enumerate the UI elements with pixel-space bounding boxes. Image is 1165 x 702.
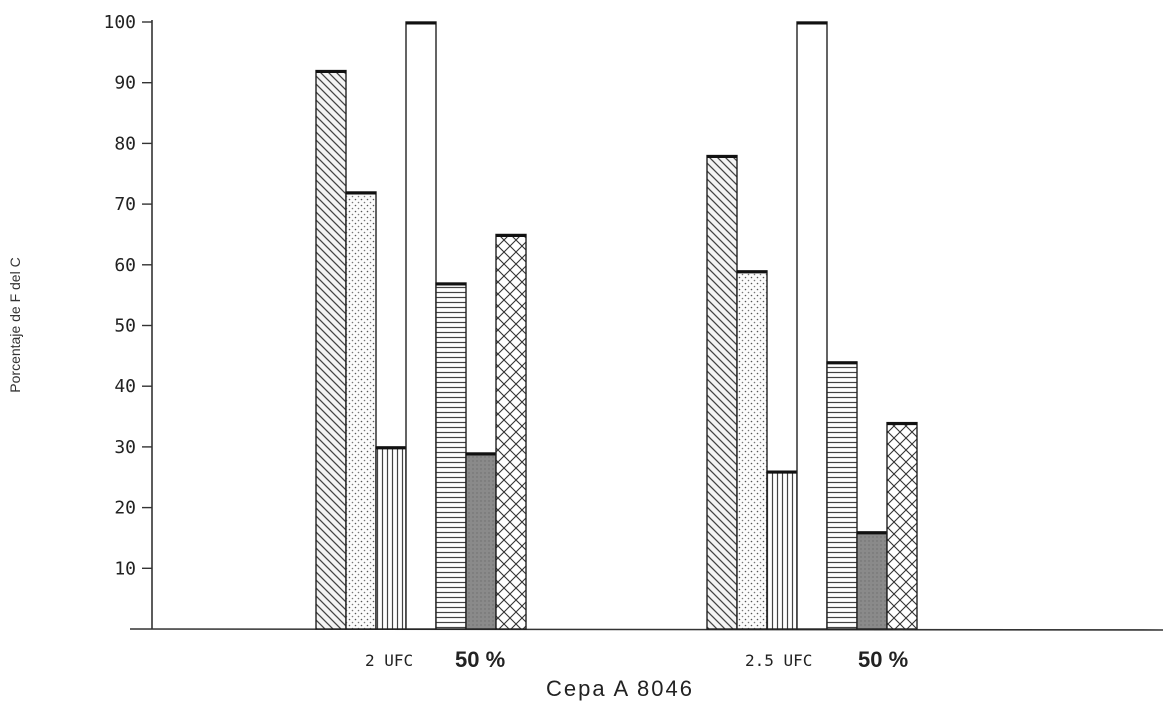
- bar-horizontal-1: [435, 282, 467, 630]
- category-label: 2.5 UFC: [745, 651, 812, 670]
- bar-dots-2: [736, 270, 768, 630]
- bar-diagonal-2: [706, 154, 738, 630]
- category-percent: 50 %: [455, 647, 505, 672]
- x-axis-label: Cepa A 8046: [546, 676, 694, 701]
- y-tick-label: 60: [114, 255, 136, 276]
- y-axis-label: Porcentaje de F del C: [7, 257, 23, 392]
- y-axis: 10 20 30 40 50 60 70 80 90 100: [103, 12, 153, 629]
- bar-diagonal-1: [315, 69, 347, 630]
- y-tick-label: 90: [114, 73, 136, 94]
- bar-horizontal-2: [826, 361, 858, 630]
- x-axis-line: [129, 628, 1164, 631]
- category-label: 2 UFC: [365, 651, 413, 670]
- y-tick-label: 100: [103, 12, 136, 33]
- bar-blank-2: [796, 21, 828, 630]
- y-tick-label: 20: [114, 498, 136, 519]
- bar-vertical-2: [766, 470, 798, 630]
- category-percent: 50 %: [858, 647, 908, 672]
- bar-dots-1: [345, 191, 377, 630]
- bar-solid-gray-2: [856, 531, 888, 630]
- y-tick-label: 50: [114, 316, 136, 337]
- bar-crosshatch-1: [495, 233, 527, 630]
- bar-blank-1: [405, 21, 437, 630]
- y-tick-label: 10: [114, 558, 136, 579]
- bar-vertical-1: [375, 446, 407, 630]
- y-tick-label: 30: [114, 437, 136, 458]
- y-tick-label: 40: [114, 376, 136, 397]
- y-tick-label: 70: [114, 194, 136, 215]
- bar-solid-gray-1: [465, 452, 497, 630]
- y-tick-label: 80: [114, 133, 136, 154]
- bar-crosshatch-2: [886, 421, 918, 630]
